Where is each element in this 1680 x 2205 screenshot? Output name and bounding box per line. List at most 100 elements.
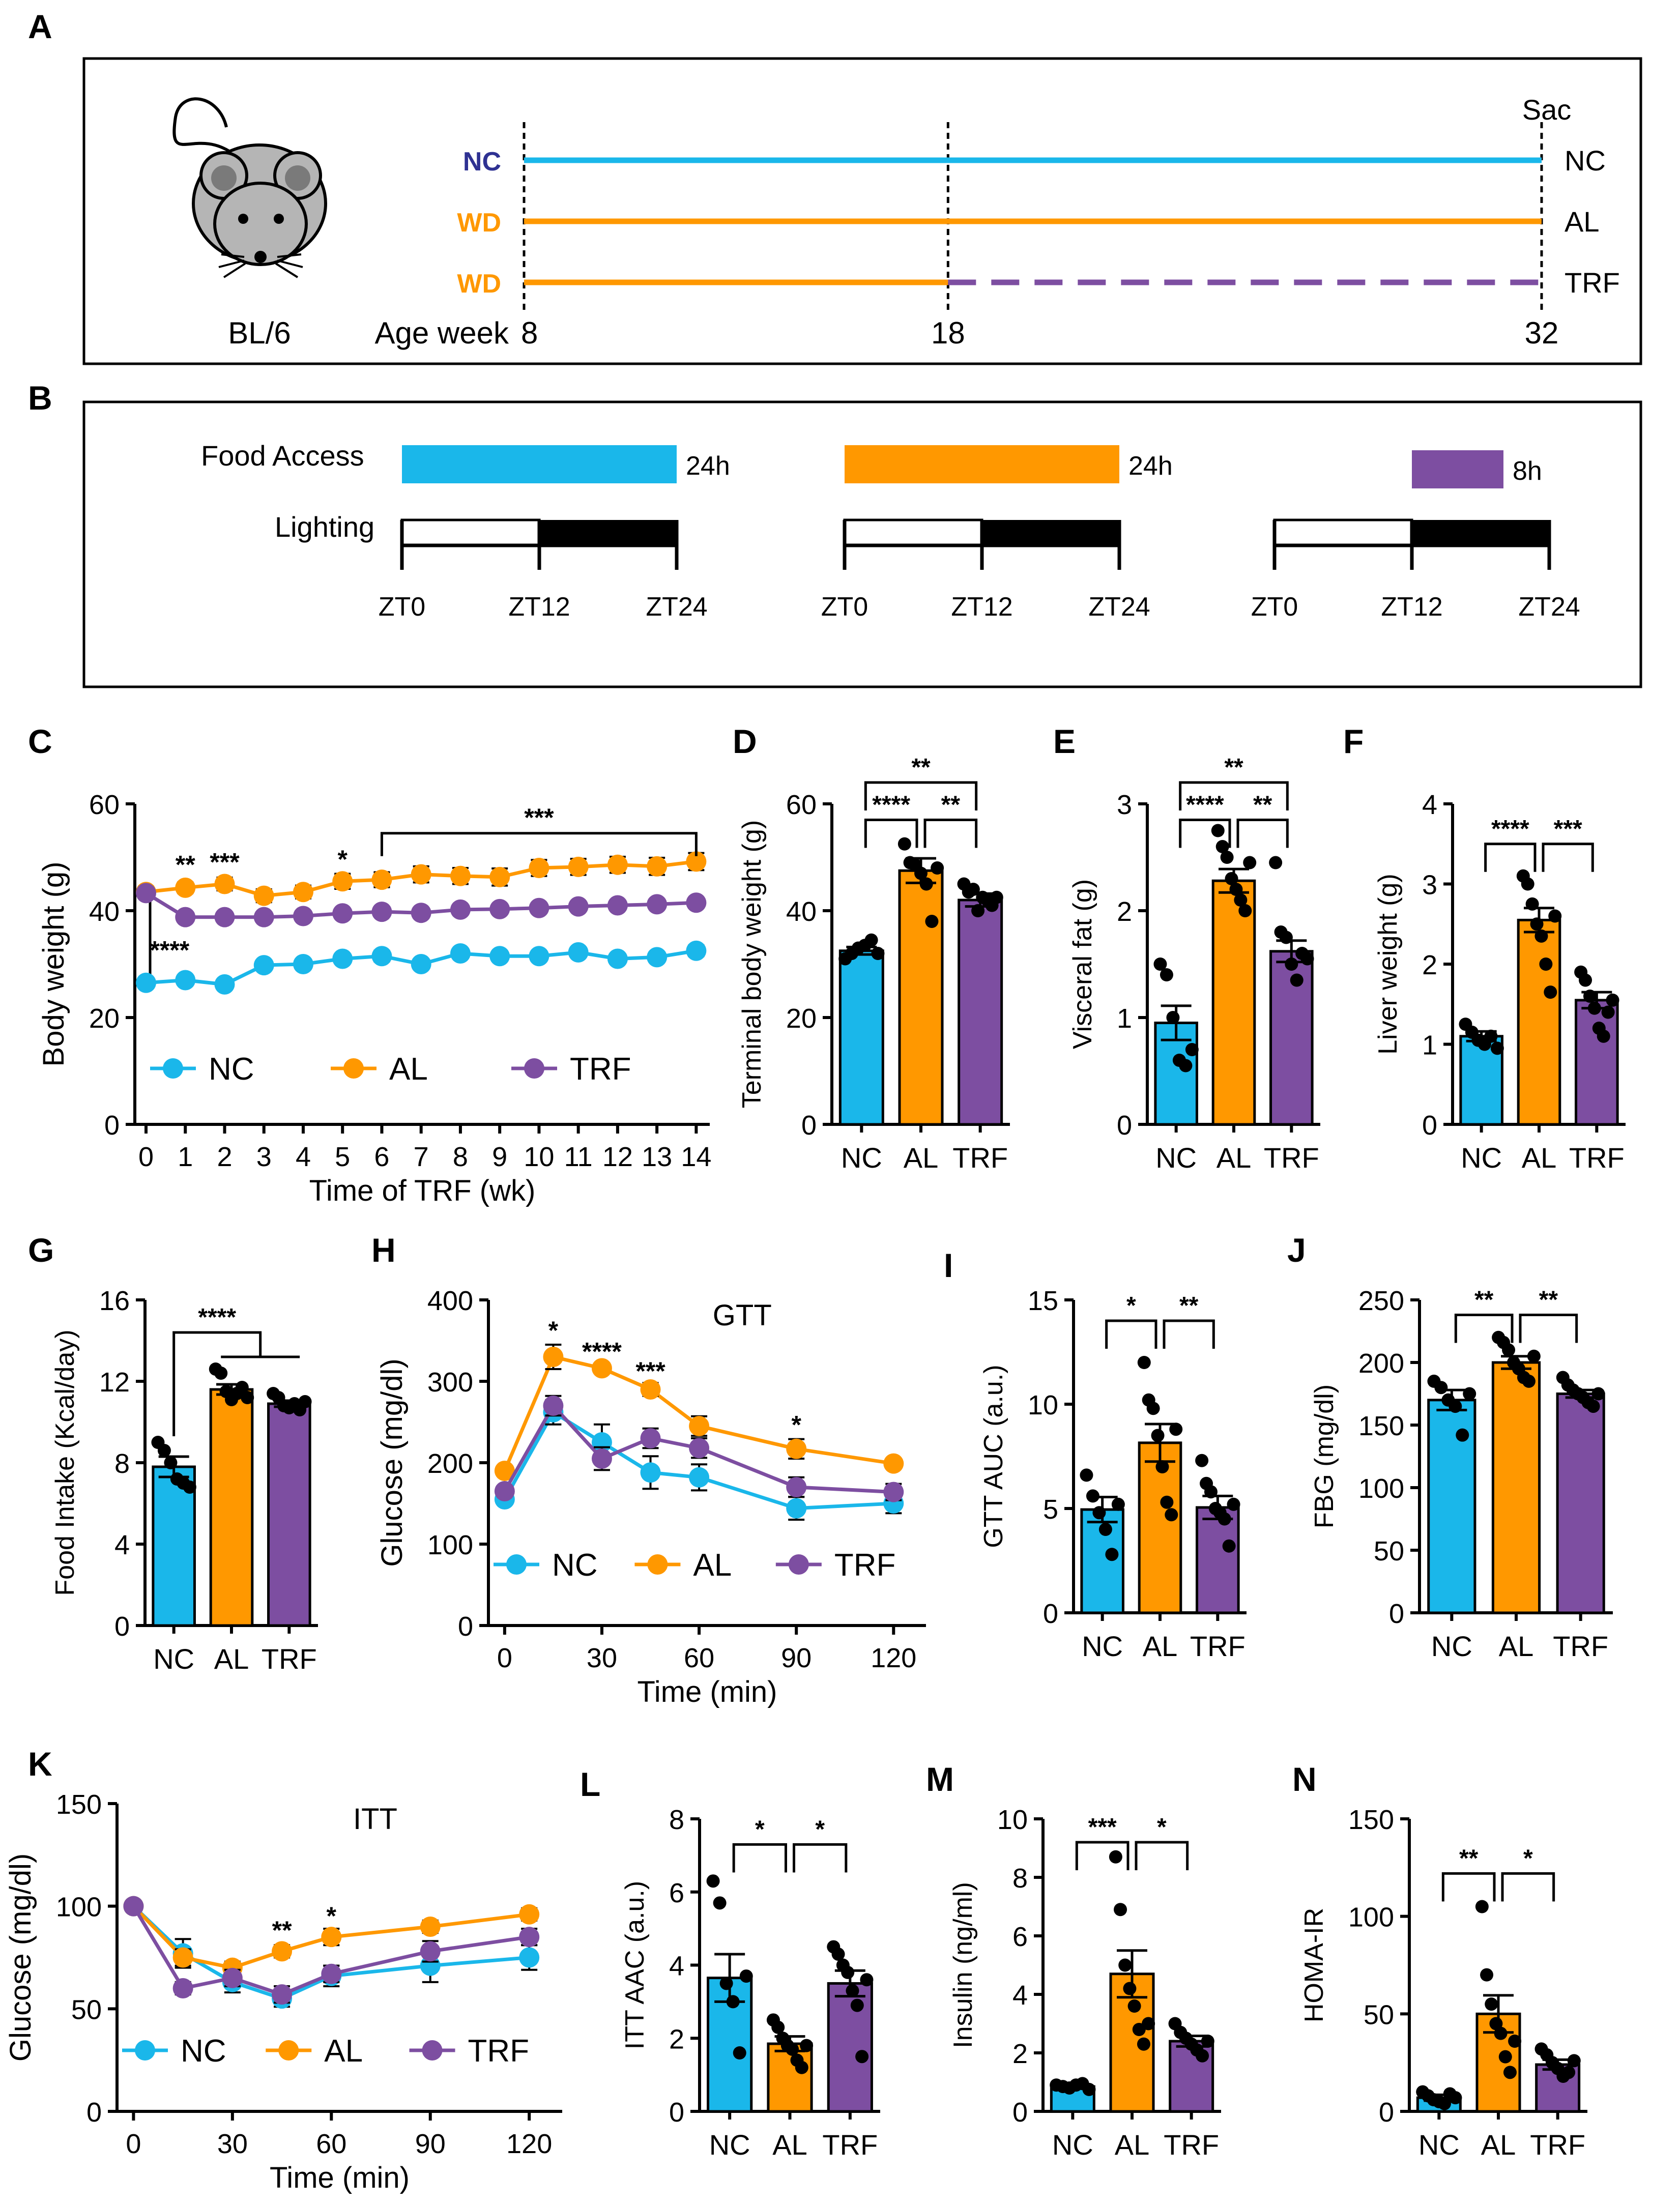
data-point [1521, 877, 1534, 891]
x-tick-label: AL [214, 1643, 249, 1675]
data-point [214, 1367, 228, 1380]
data-point [157, 1444, 171, 1457]
data-point-trf [411, 903, 431, 923]
x-tick-label: NC [1461, 1142, 1502, 1174]
sac-label: Sac [1522, 94, 1572, 126]
data-point-nc [489, 946, 510, 967]
y-tick-label: 5 [1043, 1494, 1058, 1525]
data-point-trf [253, 907, 274, 927]
data-point [1153, 958, 1167, 971]
data-point [1185, 1043, 1199, 1056]
significance-bracket [1105, 1319, 1157, 1349]
data-point [914, 866, 928, 880]
bar [209, 1388, 254, 1627]
y-axis-label: Glucose (mg/dl) [375, 1358, 409, 1566]
y-tick-label: 1 [1422, 1030, 1437, 1061]
x-tick-label: NC [153, 1643, 194, 1675]
significance-label: ** [1459, 1845, 1479, 1872]
data-point-trf [640, 1428, 661, 1448]
x-tick-label: TRF [1164, 2129, 1219, 2161]
significance-bracket [793, 1843, 848, 1873]
data-point [1229, 883, 1243, 896]
x-tick-label: 7 [414, 1142, 429, 1172]
group-label: TRF [1565, 267, 1620, 299]
data-point [1583, 990, 1597, 1003]
x-tick-label: 14 [681, 1142, 711, 1172]
y-tick-label: 50 [1364, 1999, 1394, 2030]
x-tick-label: NC [1052, 2129, 1093, 2161]
schedule-frame [82, 400, 1642, 688]
data-point-al [420, 1917, 441, 1937]
y-tick-label: 0 [1012, 2097, 1028, 2128]
x-tick-label: TRF [1190, 1630, 1245, 1662]
data-point [1227, 1497, 1240, 1511]
data-point-nc [689, 1467, 710, 1488]
x-tick-label: 30 [217, 2129, 248, 2159]
panel-label-i: I [944, 1246, 953, 1284]
data-point [726, 1995, 740, 2009]
y-tick-label: 10 [1028, 1390, 1058, 1420]
x-tick-label: AL [904, 1142, 939, 1174]
panel-a: A BL/6 Sac NC NC WD AL WD TRF Age week 8 18 32 [28, 8, 1642, 365]
group-label: NC [1565, 144, 1606, 177]
data-point [1567, 2054, 1581, 2068]
data-point [1118, 1958, 1132, 1972]
panel-label-j: J [1287, 1231, 1306, 1269]
x-tick-label: 11 [564, 1142, 593, 1172]
data-point-al [519, 1904, 540, 1925]
data-point [800, 2039, 814, 2052]
y-tick-label: 150 [56, 1789, 102, 1820]
data-point [733, 2046, 746, 2059]
data-point [298, 1395, 312, 1408]
zt-label: ZT12 [1381, 592, 1442, 622]
data-point [1290, 973, 1304, 987]
data-point-al [371, 869, 392, 890]
data-point [1438, 2097, 1452, 2110]
y-tick-label: 0 [86, 2097, 102, 2128]
data-point-nc [519, 1947, 540, 1968]
data-point [990, 890, 1003, 904]
significance-label: ** [1474, 1287, 1494, 1314]
bar [958, 898, 1003, 1126]
data-point [1269, 856, 1283, 869]
data-point-nc [529, 946, 549, 967]
data-point [1123, 1982, 1137, 1995]
food-access-label: Food Access [201, 440, 364, 472]
chart-h: 0 100 200 300 400 Glucose (mg/dl) 0 30 60 90 120 Ti… [375, 1286, 926, 1708]
data-point-al [568, 856, 589, 877]
x-tick-label: 12 [602, 1142, 633, 1172]
data-point [1127, 1999, 1141, 2013]
data-point [1562, 2066, 1576, 2079]
x-tick-label: 3 [256, 1142, 272, 1172]
panel-label-k: K [28, 1745, 52, 1783]
data-point [1463, 1387, 1476, 1401]
data-point-nc [175, 970, 196, 991]
legend-marker-trf [524, 1058, 544, 1079]
y-tick-label: 4 [1422, 790, 1437, 820]
significance-label: ** [272, 1916, 292, 1945]
x-tick-label: 0 [497, 1643, 512, 1673]
data-point [1098, 1523, 1112, 1536]
significance-label: * [791, 1410, 801, 1439]
data-point-al [172, 1947, 193, 1968]
significance-bracket [864, 819, 918, 848]
data-point [1587, 1001, 1601, 1015]
legend-label: AL [693, 1548, 732, 1583]
data-point-trf [136, 883, 156, 904]
y-tick-label: 8 [669, 1805, 684, 1835]
y-tick-label: 2 [1012, 2039, 1028, 2069]
data-point [1225, 872, 1238, 885]
data-point [871, 947, 885, 960]
y-axis-label: Glucose (mg/dl) [4, 1853, 37, 2062]
data-point [1548, 909, 1562, 923]
data-point-trf [489, 898, 510, 919]
x-axis-label: Time of TRF (wk) [309, 1174, 536, 1207]
significance-bracket [172, 1331, 262, 1436]
data-point-al [647, 856, 668, 877]
data-point-al [411, 864, 431, 885]
data-point [241, 1391, 254, 1404]
y-tick-label: 0 [1422, 1110, 1437, 1141]
significance-label: * [548, 1316, 559, 1345]
data-point [786, 2042, 799, 2056]
